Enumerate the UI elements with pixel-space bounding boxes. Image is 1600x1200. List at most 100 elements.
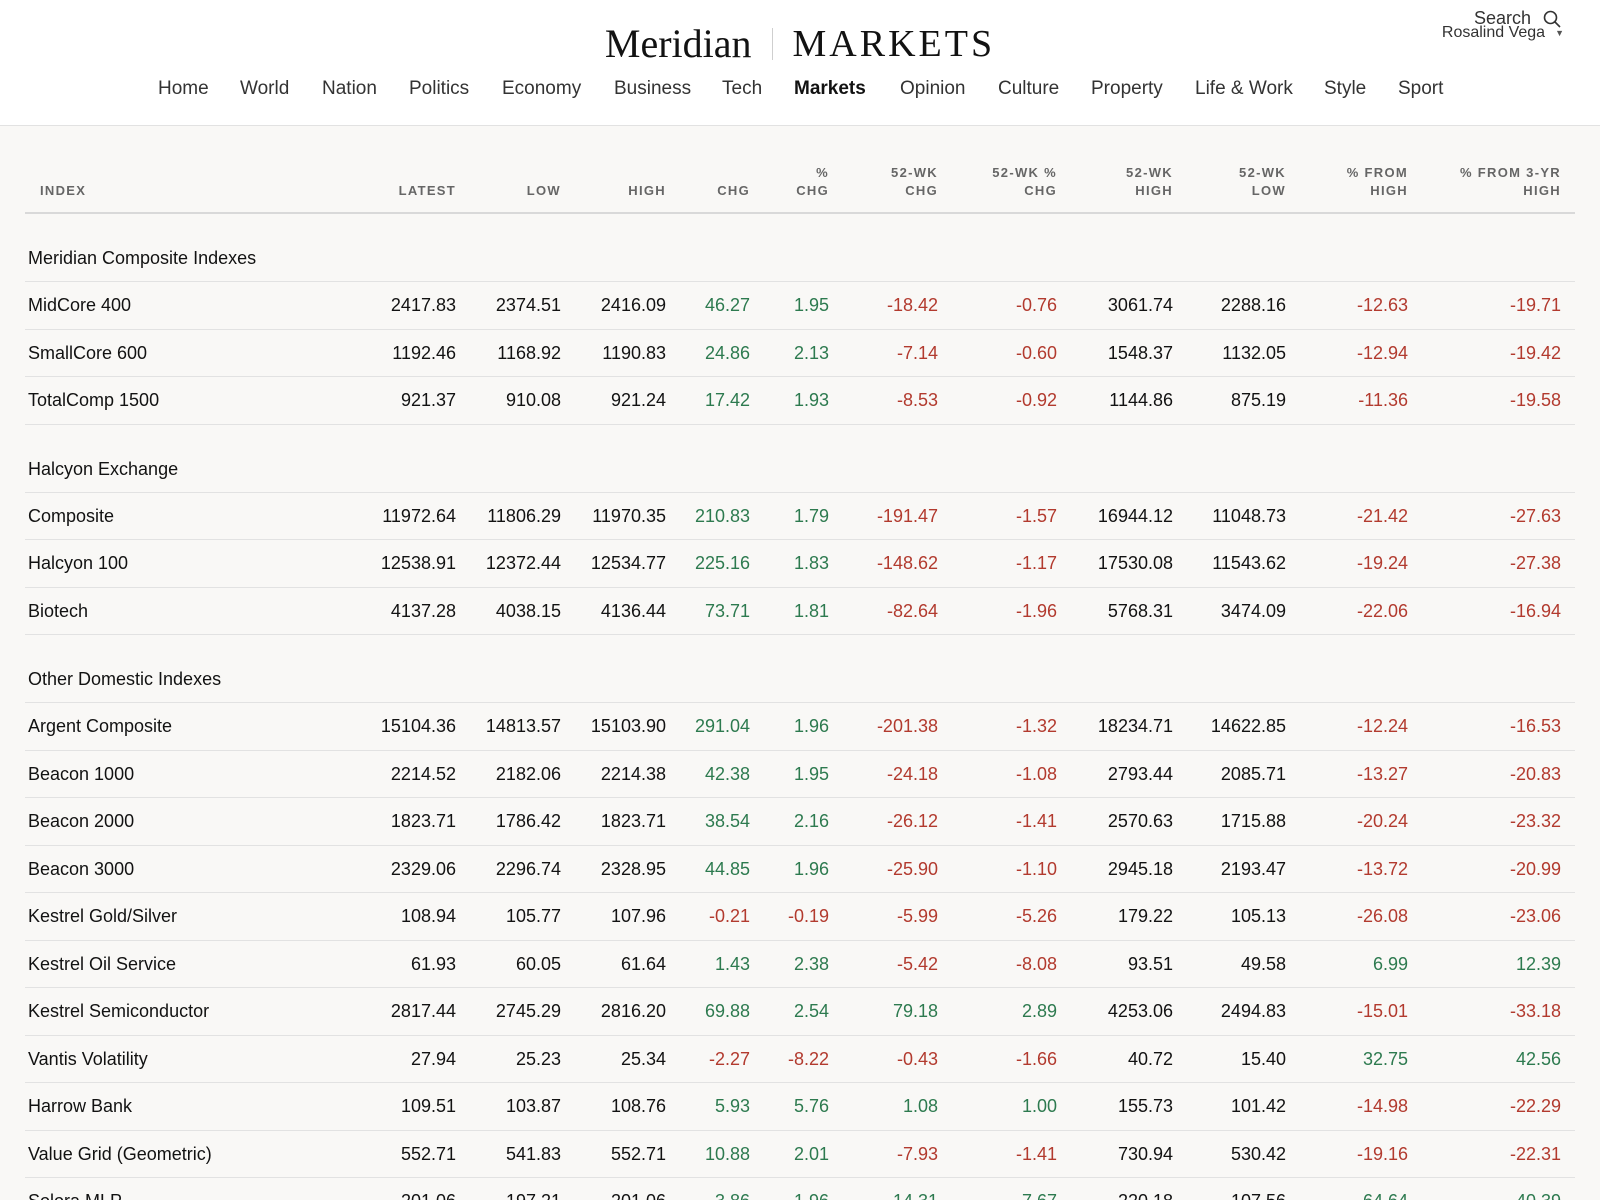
index-name: Argent Composite [28,716,173,736]
group-title: Other Domestic Indexes [28,669,222,689]
nav-item-culture[interactable]: Culture [998,78,1060,99]
nav-item-economy[interactable]: Economy [502,78,582,99]
table-cell: 1168.92 [497,342,561,363]
table-row[interactable]: Vantis Volatility 27.94 25.23 25.34 -2.27 -8.… [25,1036,1575,1083]
search-label: Search [1474,8,1532,28]
table-cell: 3061.74 [1107,295,1173,315]
column-header[interactable]: 52-WK CHG [891,164,938,200]
table-cell: -20.83 [1509,763,1561,784]
table-row[interactable]: Harrow Bank 109.51 103.87 108.76 5.93 5.76 1.0… [25,1083,1575,1131]
nav-item-property[interactable]: Property [1091,78,1163,99]
table-cell: 15103.90 [590,716,666,736]
column-header[interactable]: INDEX [40,182,86,200]
table-row[interactable]: Biotech 4137.28 4038.15 4136.44 73.71 1.81 -82… [25,588,1575,635]
column-header[interactable]: LATEST [399,182,456,200]
table-row[interactable]: MidCore 400 2417.83 2374.51 2416.09 46.27 1.9… [25,282,1575,330]
column-header-label: CHG [796,183,829,198]
table-cell: 1823.71 [600,811,666,831]
table-cell: 220.18 [1118,1191,1173,1200]
table-cell: -27.63 [1509,505,1561,526]
table-row[interactable]: Solora MLP 201.06 197.21 201.06 3.86 1.96 14.3… [25,1178,1575,1200]
table-cell: 14622.85 [1210,716,1286,736]
table-cell: 2328.95 [600,858,666,879]
column-header[interactable]: CHG [717,182,750,200]
nav-item-style[interactable]: Style [1324,78,1367,99]
table-cell: 1715.88 [1220,811,1286,831]
column-header-label: CHG [905,183,938,198]
table-row[interactable]: Argent Composite 15104.36 14813.57 15103.90… [25,703,1575,751]
table-cell: -5.26 [1015,906,1057,926]
table-cell: 2.89 [1021,1001,1057,1021]
table-row[interactable]: Beacon 2000 1823.71 1786.42 1823.71 38.54 2.1… [25,798,1575,846]
column-header[interactable]: % CHG [796,164,829,200]
table-cell: -13.72 [1356,858,1408,879]
column-header[interactable]: 52-WK % CHG [992,164,1057,200]
index-name: Composite [28,505,115,526]
index-name: Kestrel Semiconductor [28,1001,210,1021]
table-cell: 11048.73 [1212,505,1286,526]
column-header[interactable]: % FROM 3-YR HIGH [1460,164,1561,200]
table-cell: -21.42 [1356,505,1408,526]
table-cell: 42.56 [1515,1048,1561,1069]
nav-item-business[interactable]: Business [614,78,692,99]
table-cell: -14.98 [1356,1096,1408,1116]
nav-item-sport[interactable]: Sport [1398,78,1444,99]
table-cell: 12372.44 [485,553,561,573]
search-button[interactable]: Search [1474,8,1561,29]
table-cell: -0.76 [1015,295,1057,315]
table-cell: 17530.08 [1097,553,1173,573]
table-row[interactable]: Beacon 3000 2329.06 2296.74 2328.95 44.85 1.9… [25,846,1575,893]
table-cell: -0.43 [896,1048,938,1069]
nav-item-markets[interactable]: Markets [794,78,866,99]
column-header[interactable]: 52-WK HIGH [1126,164,1173,200]
table-row[interactable]: SmallCore 600 1192.46 1168.92 1190.83 24.86 2… [25,330,1575,377]
table-cell: -1.41 [1015,811,1057,831]
table-cell: 108.94 [400,906,456,926]
table-row[interactable]: Beacon 1000 2214.52 2182.06 2214.38 42.38 1.9… [25,751,1575,798]
nav-item-nation[interactable]: Nation [322,78,377,99]
user-menu[interactable]: Rosalind Vega ▼ [1442,24,1564,42]
table-cell: 1.96 [794,1191,829,1200]
table-cell: 1.00 [1021,1096,1057,1116]
column-header[interactable]: % FROM HIGH [1347,164,1408,200]
nav-item-world[interactable]: World [240,78,290,99]
table-cell: -1.57 [1015,505,1057,526]
table-row[interactable]: Kestrel Oil Service 61.93 60.05 61.64 1.43 2.… [25,941,1575,988]
table-cell: 46.27 [704,295,750,315]
table-cell: 12534.77 [590,553,666,573]
column-header[interactable]: LOW [527,182,561,200]
table-cell: 61.64 [620,953,666,974]
table-row[interactable]: Value Grid (Geometric) 552.71 541.83 552.71… [25,1131,1575,1178]
table-row[interactable]: Halcyon 100 12538.91 12372.44 12534.77 225.1… [25,540,1575,588]
table-cell: 60.05 [515,953,561,974]
nav-item-life-work[interactable]: Life & Work [1195,78,1293,99]
table-cell: 2329.06 [390,858,456,879]
index-name: Beacon 2000 [28,811,135,831]
table-row[interactable]: Composite 11972.64 11806.29 11970.35 210.83 1… [25,493,1575,540]
group-title: Halcyon Exchange [28,458,179,479]
column-header[interactable]: 52-WK LOW [1239,164,1286,200]
column-header[interactable]: HIGH [628,182,666,200]
table-cell: 1144.86 [1109,390,1173,410]
table-row[interactable]: Kestrel Gold/Silver 108.94 105.77 107.96 -0.… [25,893,1575,941]
table-cell: 910.08 [505,390,561,410]
site-logo[interactable]: Meridian MARKETS [0,16,1600,67]
table-cell: -7.93 [896,1143,938,1164]
column-header-label: 52-WK [1126,165,1173,180]
nav-item-politics[interactable]: Politics [409,78,470,99]
table-cell: 541.83 [505,1143,561,1164]
nav-item-home[interactable]: Home [158,78,209,99]
table-cell: 10.88 [704,1143,750,1164]
table-row[interactable]: Kestrel Semiconductor 2817.44 2745.29 2816.… [25,988,1575,1036]
table-cell: -11.36 [1358,390,1408,410]
index-name: Halcyon 100 [28,553,129,573]
table-cell: 2745.29 [495,1001,561,1021]
table-cell: 16944.12 [1097,505,1173,526]
index-name: MidCore 400 [28,295,132,315]
table-row[interactable]: TotalComp 1500 921.37 910.08 921.24 17.42 1.9… [25,377,1575,425]
table-cell: -22.06 [1356,600,1408,621]
nav-item-tech[interactable]: Tech [722,78,763,99]
table-cell: 3474.09 [1220,600,1286,621]
nav-item-opinion[interactable]: Opinion [900,78,966,99]
table-cell: 14813.57 [485,716,561,736]
